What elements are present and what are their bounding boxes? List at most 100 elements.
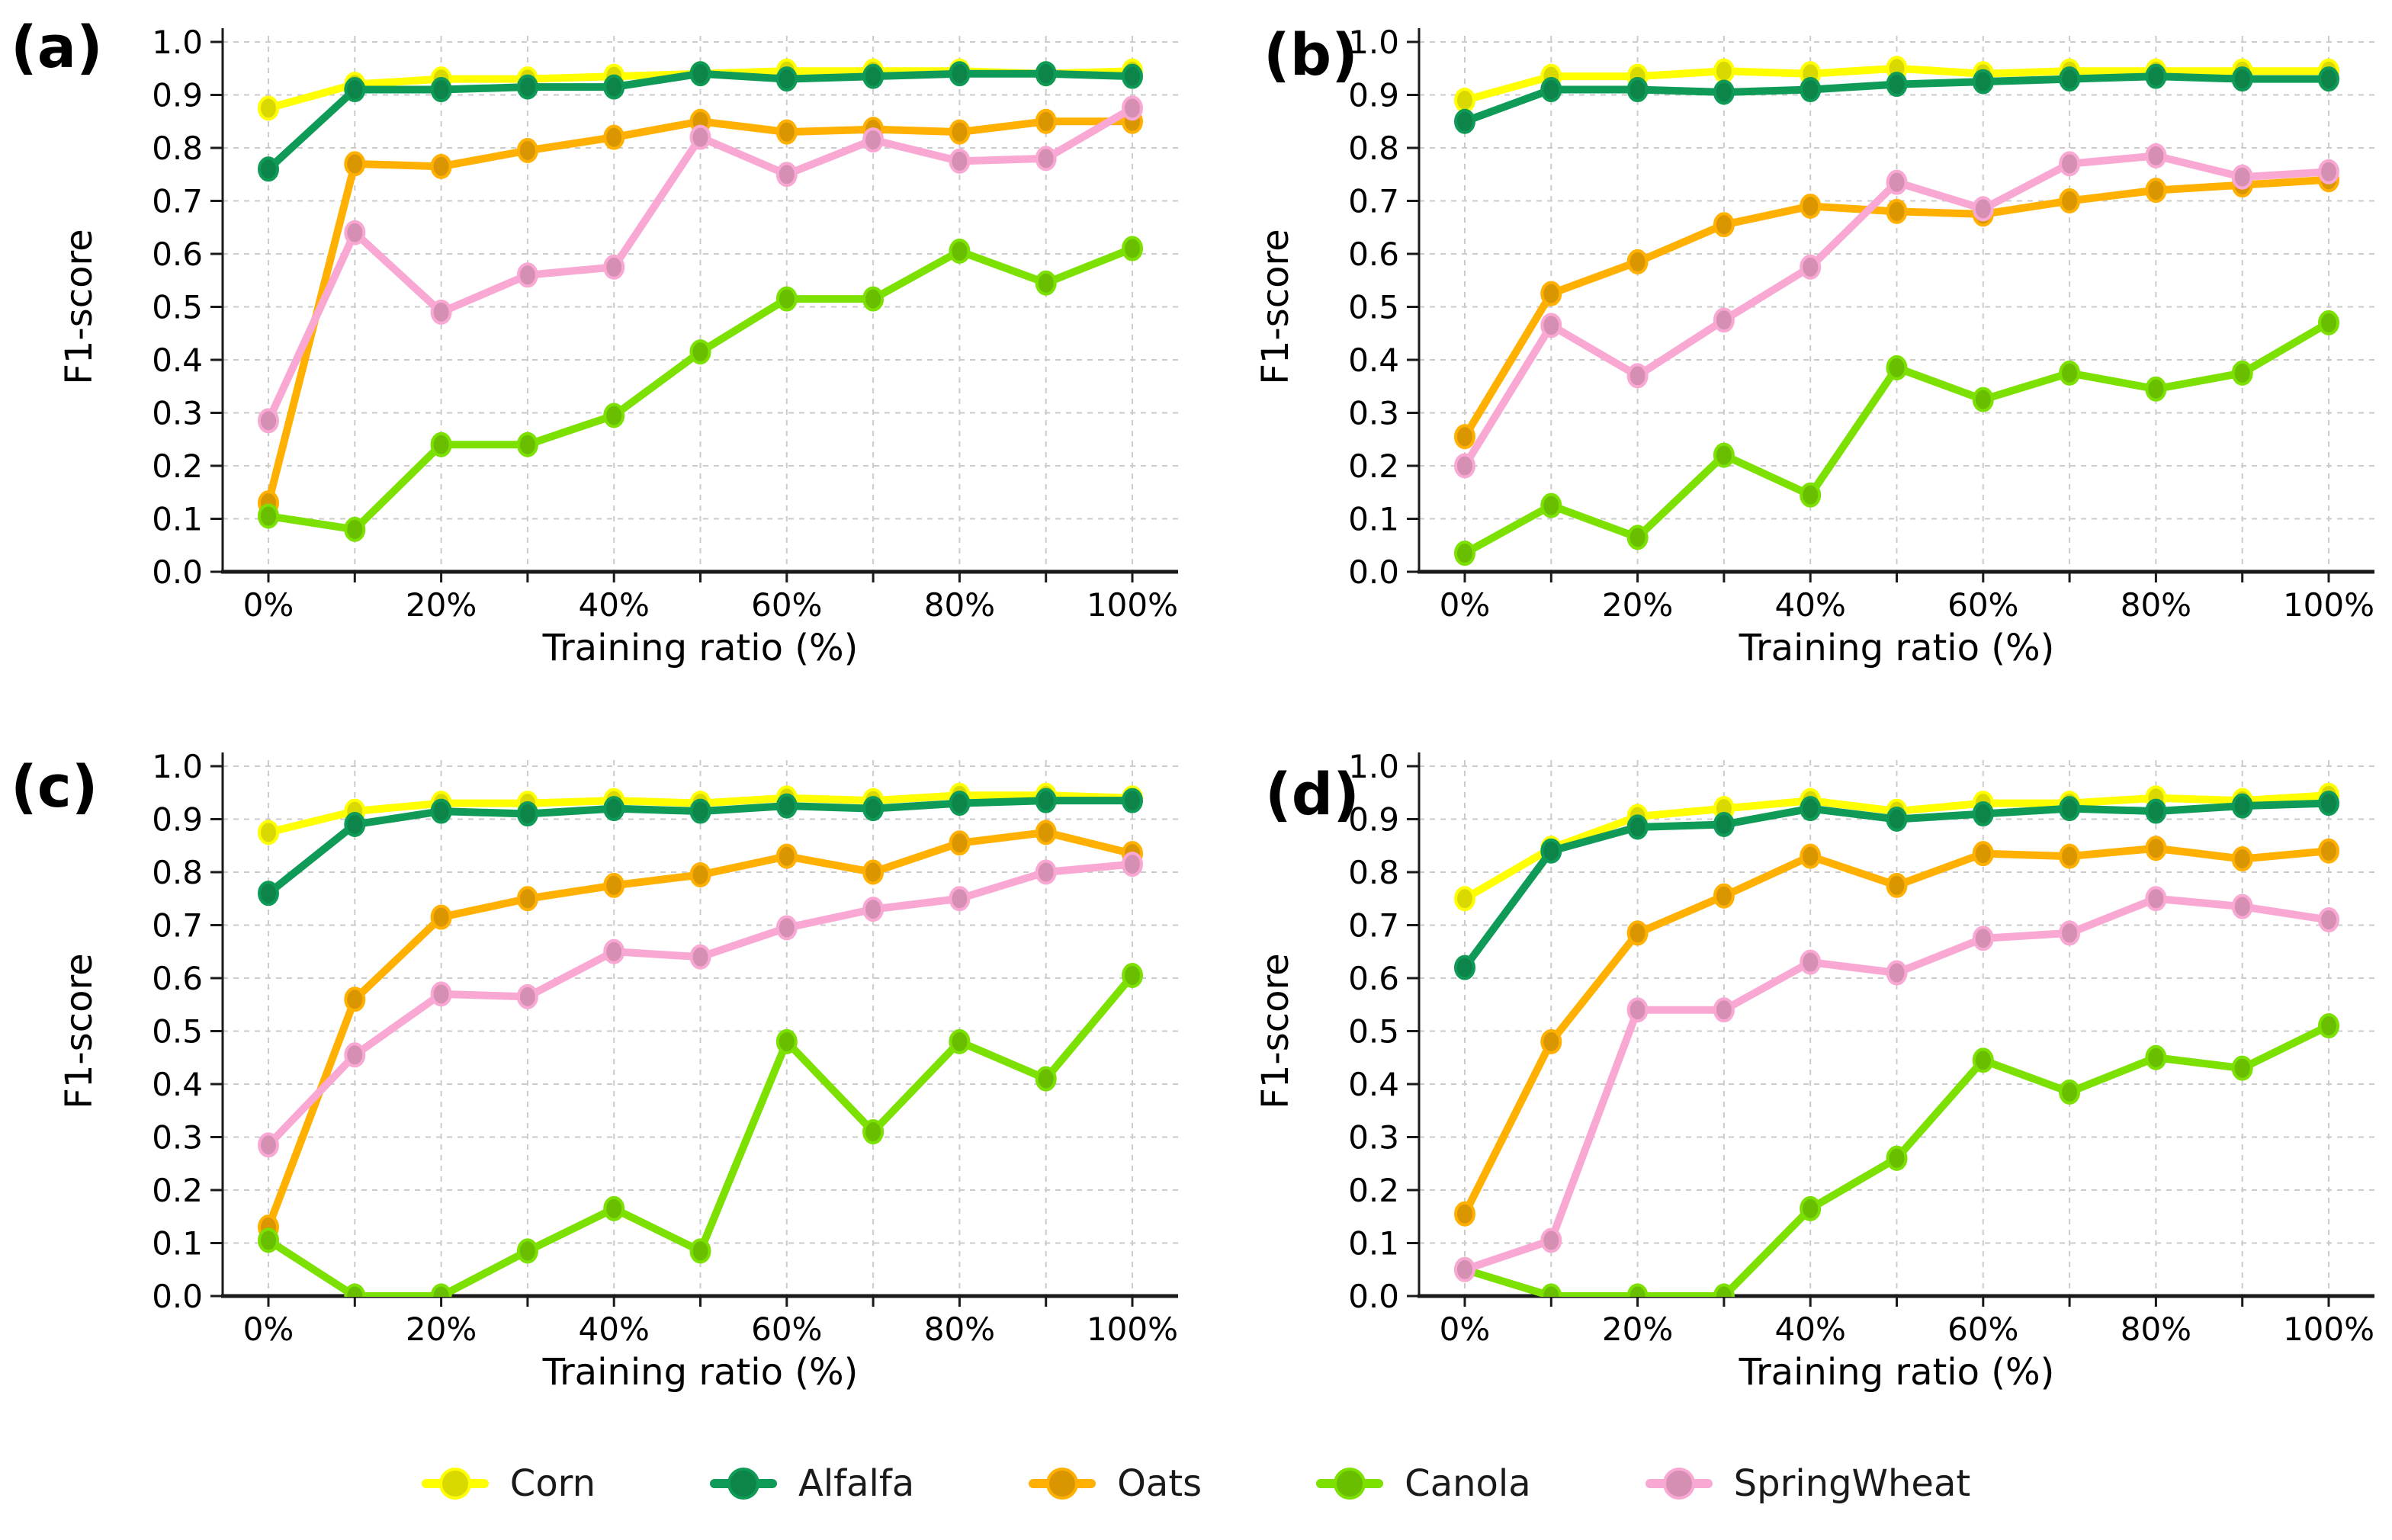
svg-text:0.1: 0.1 <box>152 1225 203 1262</box>
svg-text:60%: 60% <box>751 586 822 624</box>
svg-text:60%: 60% <box>751 1311 822 1348</box>
panel-a: (a) 0.0 0.1 0.2 0.3 0.4 0.5 0.6 0.7 0.8 0.9 1.0 0% 2… <box>0 8 1196 679</box>
svg-text:0.4: 0.4 <box>1348 1066 1399 1103</box>
svg-text:20%: 20% <box>406 1311 477 1348</box>
svg-text:0.8: 0.8 <box>152 854 203 891</box>
panel-label-a: (a) <box>11 13 103 81</box>
legend-label: Oats <box>1117 1462 1202 1505</box>
panel-b: (b) 0.0 0.1 0.2 0.3 0.4 0.5 0.6 0.7 0.8 0.9 1.0 0% 2… <box>1196 8 2392 679</box>
svg-text:80%: 80% <box>924 1311 995 1348</box>
svg-text:0%: 0% <box>1440 586 1491 624</box>
svg-text:0.1: 0.1 <box>1348 501 1399 538</box>
svg-text:0.2: 0.2 <box>152 448 203 485</box>
svg-text:0%: 0% <box>243 1311 294 1348</box>
svg-text:0.0: 0.0 <box>1348 1278 1399 1315</box>
svg-text:20%: 20% <box>1602 586 1673 624</box>
svg-text:1.0: 1.0 <box>152 24 203 61</box>
svg-text:40%: 40% <box>1775 1311 1846 1348</box>
panel-d: (d) 0.0 0.1 0.2 0.3 0.4 0.5 0.6 0.7 0.8 0.9 1.0 0% 2… <box>1196 732 2392 1403</box>
svg-text:0.1: 0.1 <box>152 501 203 538</box>
svg-text:0.0: 0.0 <box>1348 553 1399 591</box>
legend-label: Corn <box>509 1462 596 1505</box>
svg-text:0.7: 0.7 <box>1348 907 1399 945</box>
legend: Corn Alfalfa Oats Canola SpringWheat <box>0 1462 2392 1505</box>
svg-text:60%: 60% <box>1947 586 2018 624</box>
svg-text:F1-score: F1-score <box>1254 953 1297 1108</box>
svg-text:F1-score: F1-score <box>1254 229 1297 384</box>
svg-text:0.6: 0.6 <box>1348 236 1399 273</box>
svg-text:20%: 20% <box>406 586 477 624</box>
svg-text:0.0: 0.0 <box>152 553 203 591</box>
svg-text:0%: 0% <box>1440 1311 1491 1348</box>
svg-text:0.4: 0.4 <box>1348 342 1399 379</box>
svg-text:0.9: 0.9 <box>1348 77 1399 114</box>
svg-text:Training ratio (%): Training ratio (%) <box>1739 627 2055 669</box>
svg-text:0.7: 0.7 <box>1348 183 1399 220</box>
svg-text:0.7: 0.7 <box>152 907 203 945</box>
panel-label-d: (d) <box>1265 760 1360 828</box>
legend-item-oats: Oats <box>1029 1462 1202 1505</box>
svg-text:0.2: 0.2 <box>1348 1172 1399 1209</box>
svg-text:0.6: 0.6 <box>152 960 203 997</box>
svg-text:0.4: 0.4 <box>152 1066 203 1103</box>
svg-text:1.0: 1.0 <box>1348 748 1399 785</box>
oats-line-marker-icon <box>1029 1468 1096 1500</box>
svg-text:0.3: 0.3 <box>152 395 203 432</box>
legend-label: Alfalfa <box>798 1462 915 1505</box>
svg-text:0.9: 0.9 <box>1348 801 1399 839</box>
panel-label-c: (c) <box>11 752 98 820</box>
svg-text:0.9: 0.9 <box>152 77 203 114</box>
svg-text:Training ratio (%): Training ratio (%) <box>1739 1351 2055 1394</box>
svg-text:F1-score: F1-score <box>58 229 101 384</box>
svg-text:0.3: 0.3 <box>152 1119 203 1157</box>
svg-text:0.5: 0.5 <box>1348 1013 1399 1051</box>
svg-text:0.4: 0.4 <box>152 342 203 379</box>
legend-label: Canola <box>1405 1462 1531 1505</box>
svg-text:100%: 100% <box>1087 586 1178 624</box>
svg-text:100%: 100% <box>2283 586 2374 624</box>
svg-text:20%: 20% <box>1602 1311 1673 1348</box>
svg-text:F1-score: F1-score <box>58 953 101 1108</box>
svg-text:1.0: 1.0 <box>1348 24 1399 61</box>
svg-text:0.6: 0.6 <box>1348 960 1399 997</box>
svg-text:0%: 0% <box>243 586 294 624</box>
svg-text:Training ratio (%): Training ratio (%) <box>542 627 859 669</box>
svg-text:100%: 100% <box>2283 1311 2374 1348</box>
svg-text:0.2: 0.2 <box>1348 448 1399 485</box>
svg-text:0.8: 0.8 <box>1348 854 1399 891</box>
chart-b: 0.0 0.1 0.2 0.3 0.4 0.5 0.6 0.7 0.8 0.9 1.0 0% 20% 40… <box>1254 24 2374 669</box>
chart-a: 0.0 0.1 0.2 0.3 0.4 0.5 0.6 0.7 0.8 0.9 1.0 0% 20% 40… <box>58 24 1178 669</box>
legend-item-springwheat: SpringWheat <box>1645 1462 1971 1505</box>
svg-text:0.8: 0.8 <box>152 130 203 167</box>
chart-c: 0.0 0.1 0.2 0.3 0.4 0.5 0.6 0.7 0.8 0.9 1.0 0% 20% 40… <box>58 748 1178 1394</box>
legend-item-corn: Corn <box>421 1462 596 1505</box>
svg-text:100%: 100% <box>1087 1311 1178 1348</box>
svg-text:1.0: 1.0 <box>152 748 203 785</box>
svg-text:80%: 80% <box>924 586 995 624</box>
chart-d: 0.0 0.1 0.2 0.3 0.4 0.5 0.6 0.7 0.8 0.9 1.0 0% 20% 40… <box>1254 748 2374 1394</box>
alfalfa-line-marker-icon <box>710 1468 777 1500</box>
canola-line-marker-icon <box>1316 1468 1384 1500</box>
legend-label: SpringWheat <box>1733 1462 1971 1505</box>
svg-text:60%: 60% <box>1947 1311 2018 1348</box>
svg-text:0.9: 0.9 <box>152 801 203 839</box>
svg-text:0.5: 0.5 <box>152 1013 203 1051</box>
svg-text:0.1: 0.1 <box>1348 1225 1399 1262</box>
svg-text:0.3: 0.3 <box>1348 1119 1399 1157</box>
panel-label-b: (b) <box>1263 21 1358 88</box>
springwheat-line-marker-icon <box>1645 1468 1713 1500</box>
svg-text:0.8: 0.8 <box>1348 130 1399 167</box>
svg-text:40%: 40% <box>579 586 650 624</box>
legend-item-canola: Canola <box>1316 1462 1531 1505</box>
svg-text:0.5: 0.5 <box>152 289 203 326</box>
svg-text:0.7: 0.7 <box>152 183 203 220</box>
svg-text:0.5: 0.5 <box>1348 289 1399 326</box>
panel-c: (c) 0.0 0.1 0.2 0.3 0.4 0.5 0.6 0.7 0.8 0.9 1.0 0% 2… <box>0 732 1196 1403</box>
corn-line-marker-icon <box>421 1468 489 1500</box>
svg-text:0.6: 0.6 <box>152 236 203 273</box>
svg-text:80%: 80% <box>2121 1311 2191 1348</box>
svg-text:40%: 40% <box>579 1311 650 1348</box>
svg-text:0.0: 0.0 <box>152 1278 203 1315</box>
svg-text:0.3: 0.3 <box>1348 395 1399 432</box>
